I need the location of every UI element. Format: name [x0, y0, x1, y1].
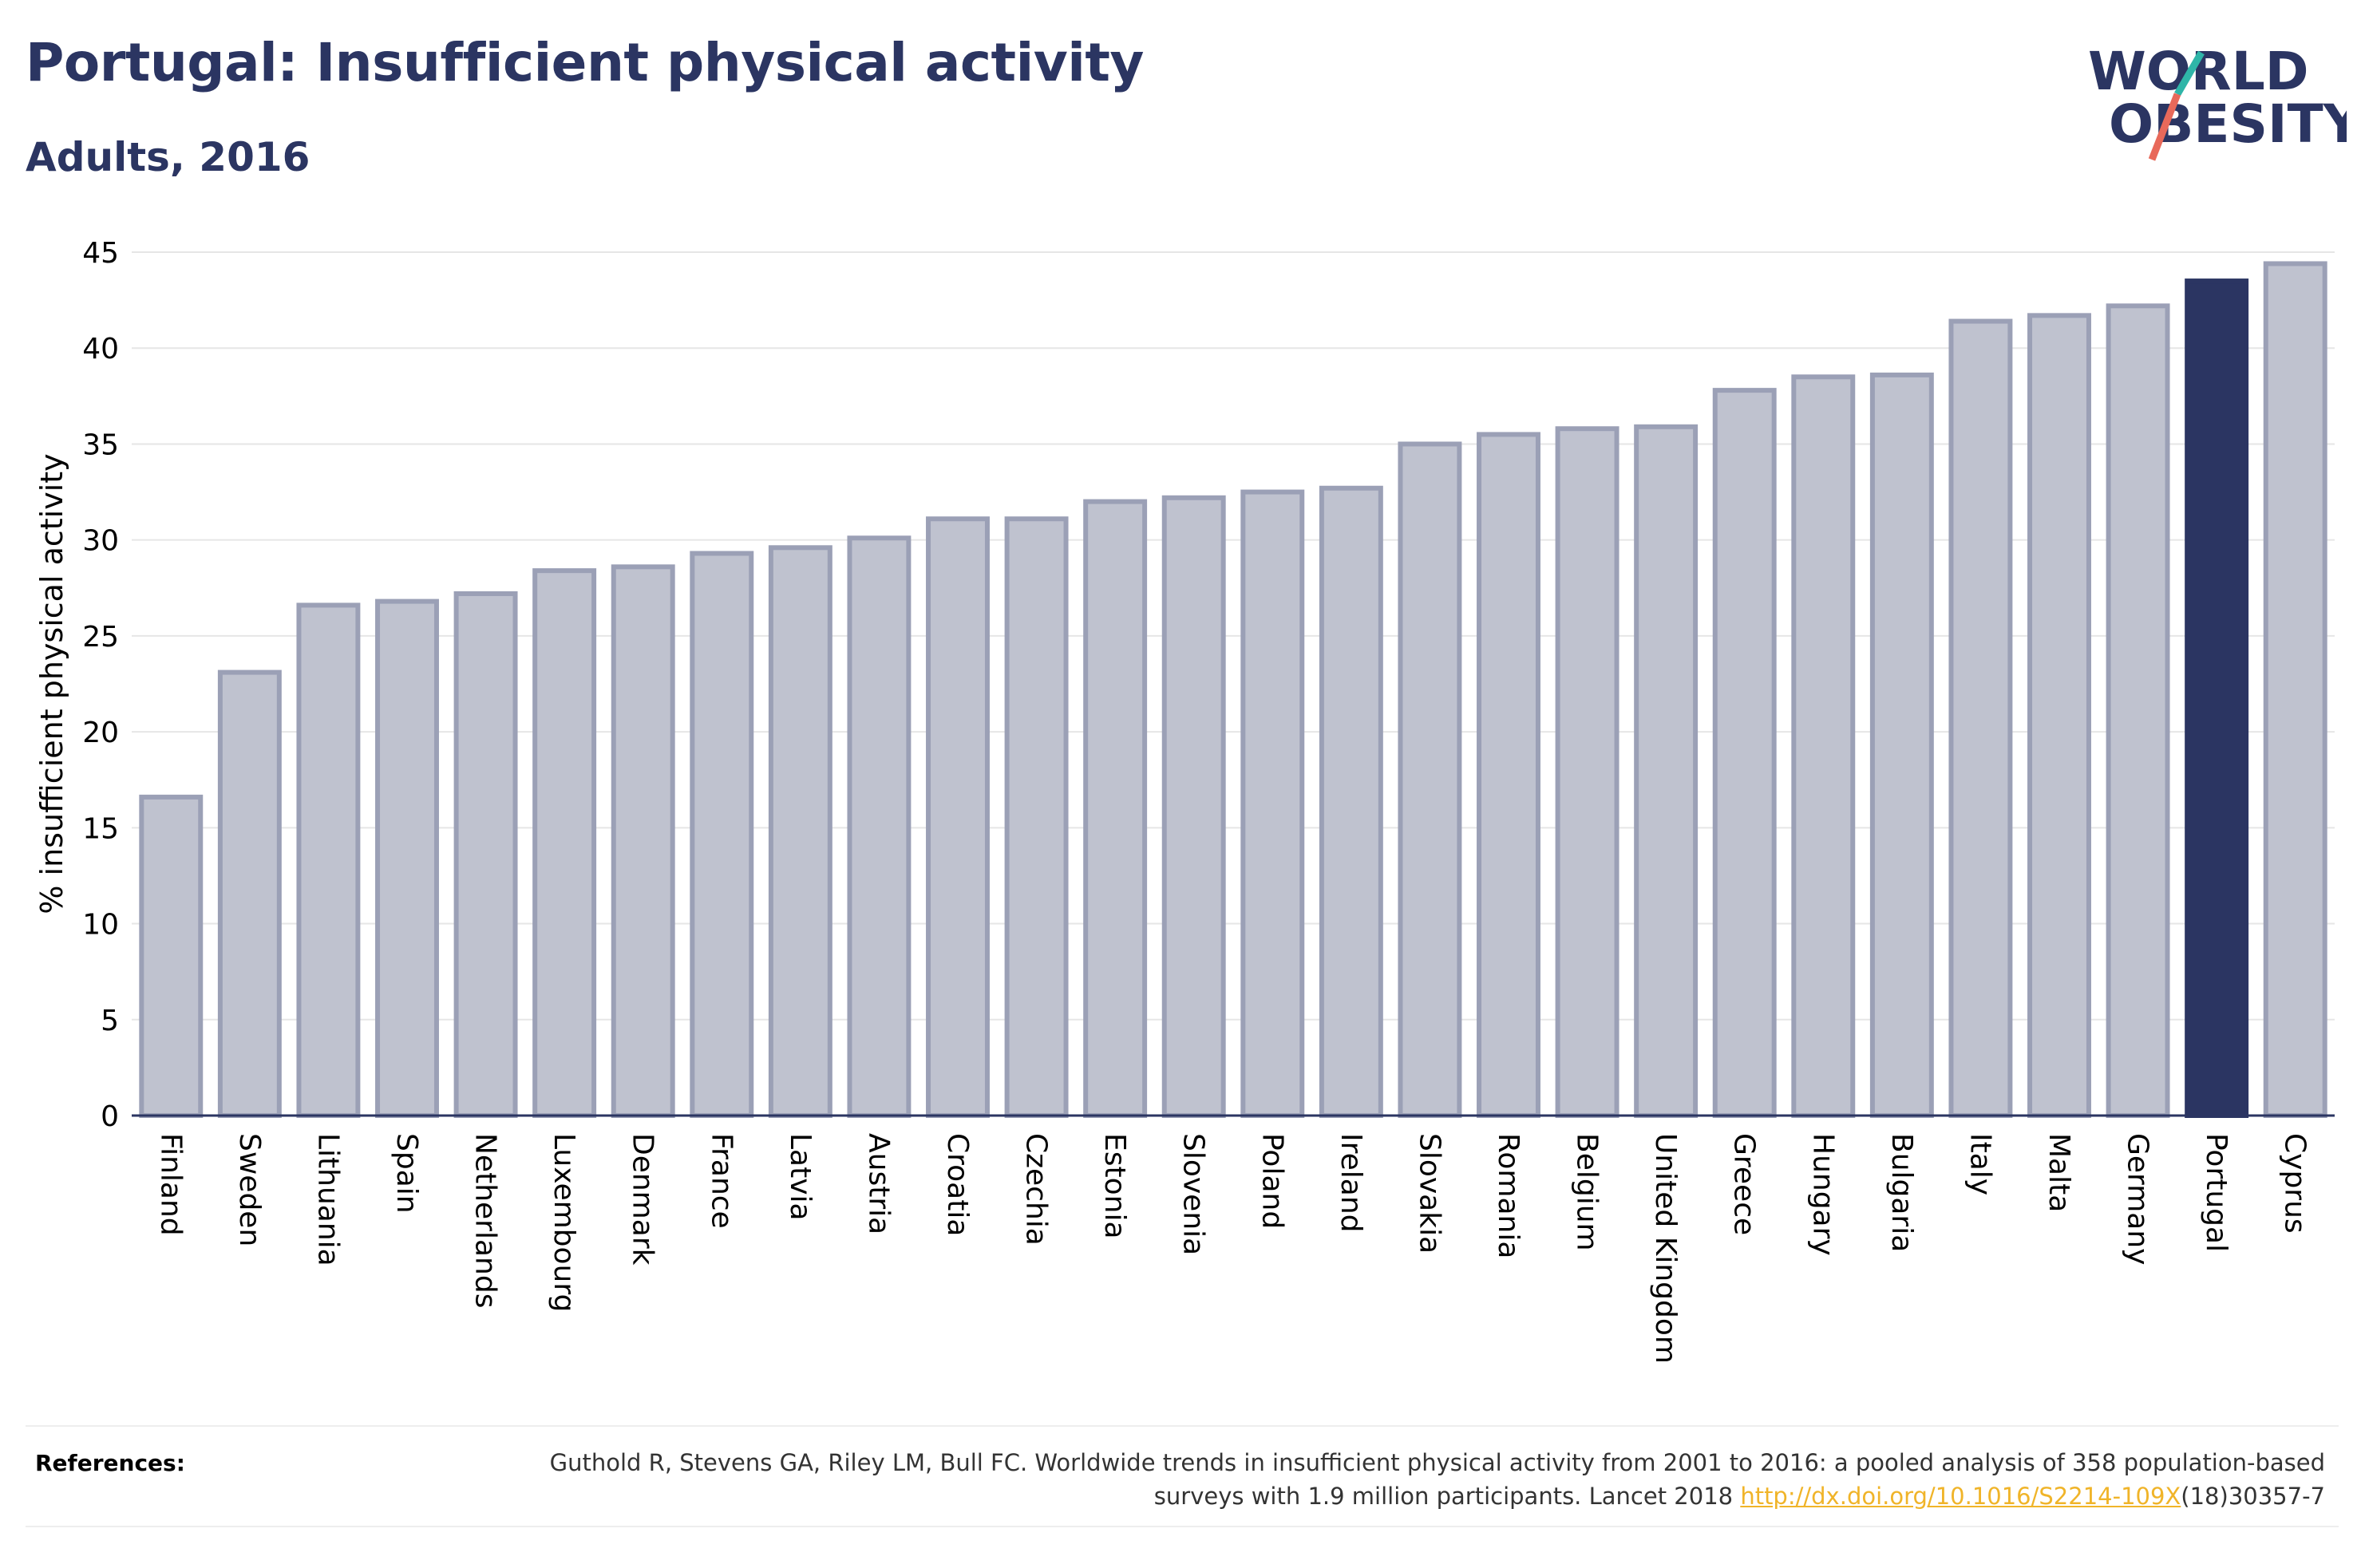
reference-citation: Guthold R, Stevens GA, Riley LM, Bull FC…: [549, 1449, 2325, 1510]
x-tick-label: Austria: [862, 1133, 895, 1234]
bar: [1869, 372, 1934, 1118]
x-tick-label: Italy: [1964, 1133, 1996, 1195]
chart-subtitle: Adults, 2016: [26, 134, 310, 180]
y-tick-label: 30: [82, 525, 119, 558]
references-top-rule: [26, 1425, 2339, 1427]
logo-word-obesity: OBESITY: [2109, 93, 2347, 155]
chart-title: Portugal: Insufficient physical activity: [26, 32, 1144, 93]
x-tick-label: Luxembourg: [548, 1133, 580, 1312]
bar: [1634, 424, 1699, 1118]
logo-word-world: WORLD: [2088, 41, 2309, 102]
x-tick-label: Hungary: [1806, 1133, 1839, 1256]
bar: [690, 551, 754, 1118]
x-tick-label: Greece: [1728, 1133, 1761, 1235]
x-tick-label: Denmark: [627, 1133, 659, 1266]
x-tick-label: Cyprus: [2279, 1133, 2312, 1234]
x-tick-label: Portugal: [2200, 1133, 2232, 1252]
bar: [1083, 499, 1148, 1118]
x-tick-label: Germany: [2122, 1133, 2154, 1265]
logo-slash-coral: [2148, 93, 2181, 161]
bar: [1161, 495, 1226, 1118]
y-axis-label: % insufficient physical activity: [34, 453, 69, 914]
x-tick-label: Latvia: [784, 1133, 817, 1221]
y-tick-label: 25: [82, 621, 119, 654]
x-tick-label: Malta: [2043, 1133, 2075, 1212]
x-tick-label: Sweden: [233, 1133, 266, 1246]
y-tick-label: 40: [82, 333, 119, 365]
x-tick-label: Lithuania: [311, 1133, 344, 1266]
references-bottom-rule: [26, 1526, 2339, 1527]
x-tick-label: Poland: [1256, 1133, 1288, 1229]
x-tick-label: Slovenia: [1177, 1133, 1210, 1255]
logo-slash-teal: [2174, 50, 2205, 97]
x-tick-label: Romania: [1492, 1133, 1525, 1258]
reference-doi-suffix: (18)30357-7: [2181, 1483, 2325, 1510]
bar: [1240, 489, 1305, 1118]
y-tick-label: 0: [101, 1100, 119, 1133]
bar: [532, 568, 597, 1118]
bar: [2106, 303, 2170, 1118]
bar: [1477, 432, 1540, 1118]
bar-highlight: [2185, 278, 2249, 1119]
x-tick-label: Czechia: [1020, 1133, 1053, 1246]
x-tick-label: France: [705, 1133, 738, 1229]
x-tick-label: Finland: [154, 1133, 187, 1236]
bar: [1319, 485, 1383, 1118]
bar-chart: 0 5 10 15 20 25 30 35 40 45 % insufficient physica…: [34, 237, 2335, 1364]
x-tick-label: Spain: [390, 1133, 423, 1214]
world-obesity-logo: WORLD OBESITY: [2088, 41, 2347, 161]
bar: [2263, 261, 2327, 1119]
bar: [139, 794, 204, 1119]
bar: [1712, 388, 1777, 1118]
bar: [1004, 516, 1069, 1118]
y-tick-label: 45: [82, 237, 119, 270]
x-tick-label: Estonia: [1098, 1133, 1131, 1239]
references-label: References:: [35, 1450, 185, 1476]
bar: [217, 669, 282, 1118]
y-tick-label: 5: [101, 1005, 119, 1037]
bar: [1948, 318, 2013, 1118]
x-tick-label: Slovakia: [1413, 1133, 1445, 1254]
x-tick-label: Bulgaria: [1885, 1133, 1918, 1252]
bar: [453, 590, 518, 1118]
y-tick-label: 15: [82, 812, 119, 845]
bar: [611, 564, 675, 1118]
bar: [1791, 374, 1856, 1118]
reference-doi-link[interactable]: http://dx.doi.org/10.1016/S2214-109X: [1740, 1483, 2181, 1510]
bar: [1398, 441, 1462, 1118]
bar: [768, 545, 832, 1118]
x-tick-label: Belgium: [1571, 1133, 1604, 1251]
bar: [1555, 426, 1619, 1118]
y-tick-label: 10: [82, 909, 119, 942]
y-tick-label: 20: [82, 717, 119, 749]
x-tick-label: Croatia: [941, 1133, 974, 1236]
references-text: Guthold R, Stevens GA, Riley LM, Bull FC…: [489, 1446, 2325, 1513]
y-tick-label: 35: [82, 429, 119, 461]
bar: [296, 602, 361, 1118]
x-tick-label: Ireland: [1335, 1133, 1367, 1233]
x-tick-label: United Kingdom: [1649, 1133, 1682, 1364]
bar: [847, 535, 912, 1118]
bar: [2027, 313, 2091, 1118]
bar: [926, 516, 990, 1118]
bar: [375, 598, 439, 1118]
x-tick-label: Netherlands: [469, 1133, 502, 1308]
